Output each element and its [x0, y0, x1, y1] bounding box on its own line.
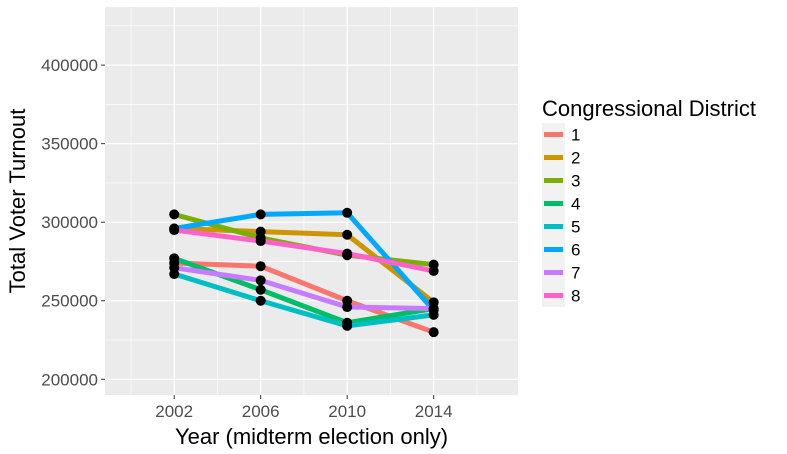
series-line-district-2: [174, 225, 436, 305]
x-axis-ticks: 2002 2006 2010 2014: [155, 395, 453, 421]
data-point-district-8: [255, 236, 266, 247]
legend-label-district-8: 8: [571, 287, 580, 306]
data-point-district-8: [342, 248, 353, 259]
legend-label-district-5: 5: [571, 218, 580, 237]
y-tick-label: 300000: [41, 213, 98, 232]
data-point-district-7: [342, 302, 353, 313]
legend-label-district-3: 3: [571, 172, 580, 191]
data-point-district-7: [255, 275, 266, 286]
data-point-district-6: [342, 207, 353, 218]
legend: Congressional District 1 2 3 4 5 6 7 8: [542, 96, 756, 307]
x-axis-title: Year (midterm election only): [175, 424, 448, 449]
data-points: [169, 207, 439, 338]
data-point-district-5: [342, 320, 353, 331]
x-tick-label: 2010: [328, 402, 366, 421]
data-point-district-4: [255, 284, 266, 295]
y-tick-label: 250000: [41, 292, 98, 311]
data-point-district-2: [342, 229, 353, 240]
legend-label-district-1: 1: [571, 126, 580, 145]
legend-label-district-6: 6: [571, 241, 580, 260]
data-point-district-8: [428, 265, 439, 276]
series-line-district-7: [173, 265, 434, 312]
data-point-district-1: [428, 327, 439, 338]
data-point-district-1: [255, 261, 266, 272]
y-tick-label: 200000: [41, 370, 98, 389]
data-point-district-5: [255, 295, 266, 306]
data-point-district-7: [169, 262, 180, 273]
y-axis-title: Total Voter Turnout: [5, 109, 30, 294]
x-tick-label: 2014: [415, 402, 453, 421]
legend-label-district-2: 2: [571, 149, 580, 168]
x-tick-label: 2006: [242, 402, 280, 421]
legend-title: Congressional District: [542, 96, 756, 121]
x-tick-label: 2002: [155, 402, 193, 421]
data-point-district-8: [169, 225, 180, 236]
y-axis-ticks: 200000 250000 300000 350000 400000: [41, 56, 105, 389]
legend-keys: 1 2 3 4 5 6 7 8: [542, 123, 580, 307]
data-point-district-6: [255, 209, 266, 220]
data-point-district-4: [169, 253, 180, 264]
data-point-district-7: [428, 303, 439, 314]
y-tick-label: 400000: [41, 56, 98, 75]
legend-label-district-4: 4: [571, 195, 580, 214]
series-line-district-5: [173, 271, 434, 329]
legend-label-district-7: 7: [571, 264, 580, 283]
data-point-district-3: [169, 209, 180, 220]
series-lines: [173, 210, 436, 335]
series-line-district-8: [173, 227, 435, 274]
y-tick-label: 350000: [41, 135, 98, 154]
